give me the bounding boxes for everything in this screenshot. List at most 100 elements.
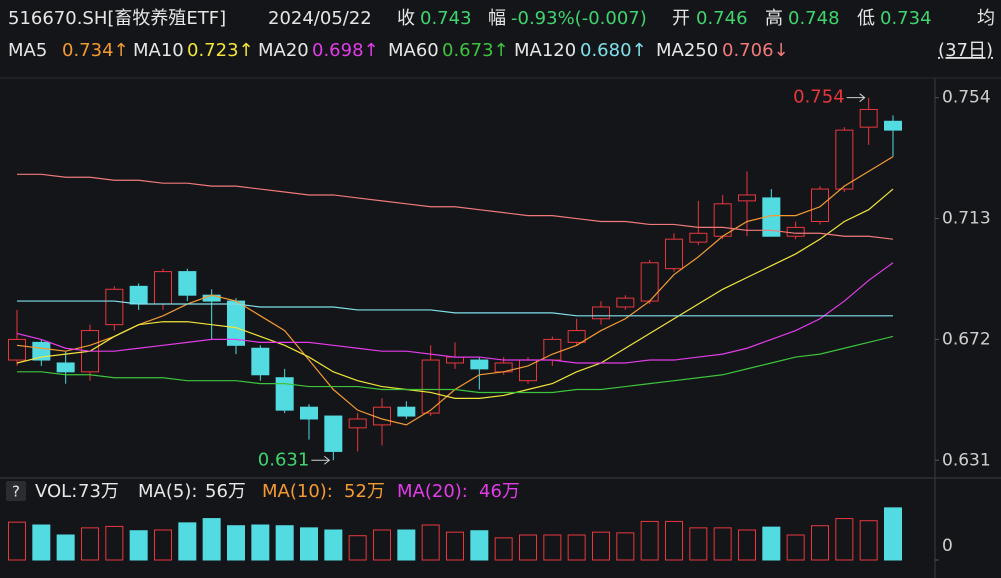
y-tick-label: 0.672 — [942, 329, 991, 349]
y-tick-label: 0.631 — [942, 450, 991, 470]
candle-body — [859, 108, 878, 128]
candle-body — [397, 406, 416, 417]
quote-value: 0.746 — [696, 8, 748, 29]
legend-label: MA120 — [514, 40, 576, 61]
quote-value: 0.743 — [420, 8, 472, 29]
annotation-arrow — [846, 93, 866, 103]
volume-bar — [470, 530, 489, 561]
volume-bar — [519, 534, 537, 561]
candle-body — [421, 359, 440, 414]
quote-value: -0.93%(-0.007) — [511, 8, 647, 29]
candle-body — [324, 415, 343, 452]
candle-body — [348, 418, 367, 429]
volume-bar — [178, 522, 197, 561]
quote-value: 0.734 — [880, 8, 932, 29]
ma-line — [17, 300, 893, 317]
y-tick-label: 0 — [942, 536, 953, 556]
quote-value: 0.748 — [788, 8, 840, 29]
volume-bar — [348, 535, 367, 561]
vol-legend-value: 46万 — [479, 481, 520, 502]
vol-legend-label: MA(10): — [262, 481, 333, 502]
legend-label: MA60 — [388, 40, 439, 61]
candle-body — [105, 288, 124, 326]
candle-body — [713, 203, 732, 237]
volume-bar — [859, 520, 878, 561]
volume-bar — [811, 525, 829, 561]
quote-label: 低 — [857, 8, 875, 29]
max-label: 0.754 — [793, 87, 845, 108]
volume-bar — [324, 529, 343, 561]
candle-body — [835, 129, 854, 190]
volume-bar — [616, 532, 635, 561]
period-button[interactable]: (37日) — [938, 40, 993, 61]
candle-body — [689, 232, 708, 243]
quote-label: 高 — [765, 8, 783, 29]
ma-line — [17, 173, 894, 240]
vol-legend-label: MA(5): — [138, 481, 197, 502]
volume-bar — [762, 526, 781, 561]
volume-bar — [300, 527, 318, 561]
candle-body — [446, 356, 464, 364]
legend-label: MA20 — [258, 40, 309, 61]
candle-body — [470, 359, 489, 370]
legend-value: 0.734↑ — [62, 40, 129, 61]
candle-body — [884, 120, 902, 131]
legend-label: MA10 — [133, 40, 184, 61]
stock-code: 516670.SH[畜牧养殖ETF] — [8, 7, 226, 29]
volume-bar — [786, 534, 805, 561]
candle-body — [616, 297, 635, 308]
volume-bar — [8, 521, 26, 561]
volume-bar — [421, 524, 440, 561]
volume-bar — [543, 534, 562, 561]
volume-bar — [105, 525, 124, 561]
vol-legend-value: 73万 — [78, 481, 119, 502]
candle-body — [32, 341, 51, 361]
candle-body — [665, 238, 683, 270]
volume-bar — [373, 529, 391, 561]
volume-bar — [32, 524, 51, 561]
y-tick-label: 0.754 — [942, 88, 991, 108]
legend-value: 0.673↑ — [442, 40, 509, 61]
volume-bar — [835, 518, 854, 561]
candle-body — [8, 338, 26, 361]
candle-body — [56, 362, 75, 373]
legend-label: MA250 — [656, 40, 718, 61]
legend-value: 0.723↑ — [187, 40, 254, 61]
volume-bar — [154, 529, 172, 561]
annotation-arrow — [311, 455, 331, 465]
candle-body — [592, 306, 610, 320]
volume-bar — [227, 525, 245, 561]
volume-bar — [567, 534, 586, 561]
min-label: 0.631 — [258, 449, 310, 470]
volume-bar — [640, 520, 659, 561]
legend-value: 0.706↓ — [722, 40, 789, 61]
quote-label: 均 — [977, 8, 995, 29]
legend-label: MA5 — [8, 40, 47, 61]
quote-label: 收 — [397, 8, 415, 29]
volume-bar — [592, 531, 610, 561]
volume-bar — [738, 529, 756, 561]
candle-body — [275, 377, 294, 411]
y-tick-label: 0.713 — [942, 209, 991, 229]
help-icon-box — [6, 481, 26, 501]
ma-line — [17, 335, 894, 394]
vol-legend-label: VOL: — [35, 481, 77, 502]
quote-label: 幅 — [488, 8, 506, 29]
help-icon[interactable]: ? — [12, 483, 20, 501]
volume-bar — [251, 524, 270, 561]
ma-line — [16, 156, 894, 426]
volume-bar — [202, 518, 221, 561]
ma-line — [16, 262, 894, 364]
volume-bar — [129, 530, 148, 561]
volume-bar — [665, 520, 683, 561]
volume-bar — [56, 534, 75, 561]
ma-line — [16, 188, 894, 399]
candle-body — [786, 226, 805, 237]
candle-body — [373, 406, 391, 426]
volume-bar — [494, 537, 513, 561]
volume-bar — [397, 529, 416, 561]
candle-body — [251, 347, 270, 376]
candle-body — [227, 300, 245, 346]
candle-body — [178, 271, 197, 296]
